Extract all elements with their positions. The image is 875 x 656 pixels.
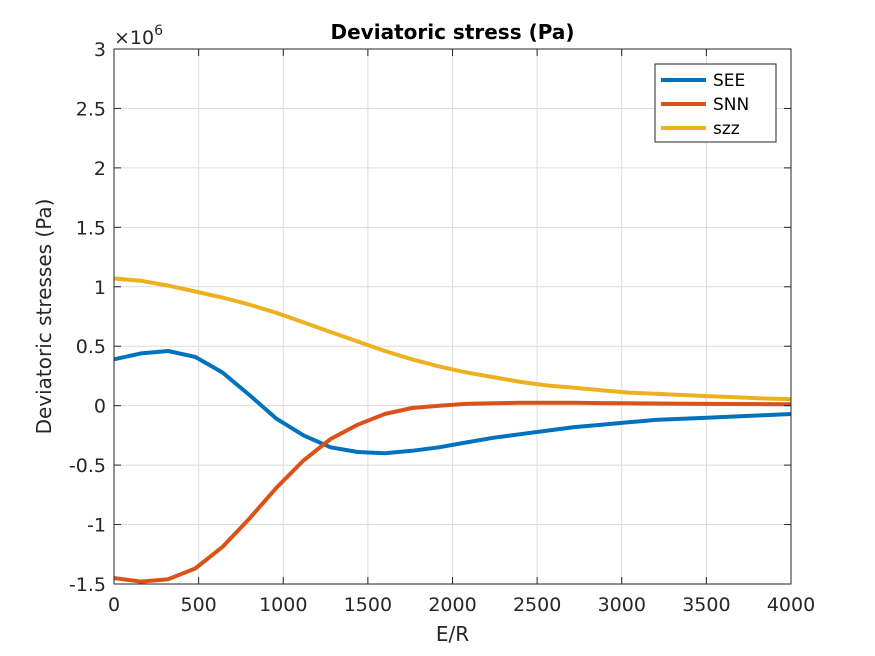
x-tick-label: 2000 xyxy=(428,594,476,616)
y-tick-label: 2 xyxy=(94,158,106,180)
chart-title: Deviatoric stress (Pa) xyxy=(331,20,575,44)
x-tick-label: 500 xyxy=(180,594,216,616)
y-tick-label: 1 xyxy=(94,277,106,299)
y-tick-label: -0.5 xyxy=(69,455,106,477)
y-tick-label: -1.5 xyxy=(69,574,106,596)
y-exponent-base: ×10 xyxy=(114,27,154,49)
x-tick-label: 0 xyxy=(108,594,120,616)
y-tick-label: 1.5 xyxy=(76,217,106,239)
x-tick-label: 4000 xyxy=(767,594,815,616)
y-axis-exponent: ×106 xyxy=(114,23,163,49)
x-tick-label: 3000 xyxy=(598,594,646,616)
series-line-see xyxy=(113,349,792,456)
y-tick-label: 0 xyxy=(94,396,106,418)
legend-entry-see: SEE xyxy=(713,71,745,91)
x-tick-label: 2500 xyxy=(513,594,561,616)
x-tick-label: 1000 xyxy=(259,594,307,616)
y-tick-label: 3 xyxy=(94,39,106,61)
tick-labels: 0 500 1000 1500 2000 2500 3000 3500 4000 -1.5 -1 -0… xyxy=(69,39,815,616)
series-layer xyxy=(113,276,792,584)
y-tick-label: 0.5 xyxy=(76,336,106,358)
y-tick-label: 2.5 xyxy=(76,98,106,120)
y-tick-label: -1 xyxy=(87,515,106,537)
legend-entry-szz: szz xyxy=(713,119,740,139)
series-line-szz xyxy=(113,276,792,402)
y-axis-label: Deviatoric stresses (Pa) xyxy=(32,199,56,435)
ticks xyxy=(113,48,792,585)
legend: SEE SNN szz xyxy=(654,63,777,143)
y-exponent-power: 6 xyxy=(154,23,163,39)
series-line-snn xyxy=(113,400,792,584)
x-tick-label: 1500 xyxy=(344,594,392,616)
x-tick-label: 3500 xyxy=(682,594,730,616)
x-axis-label: E/R xyxy=(436,622,469,646)
legend-entry-snn: SNN xyxy=(713,95,749,115)
